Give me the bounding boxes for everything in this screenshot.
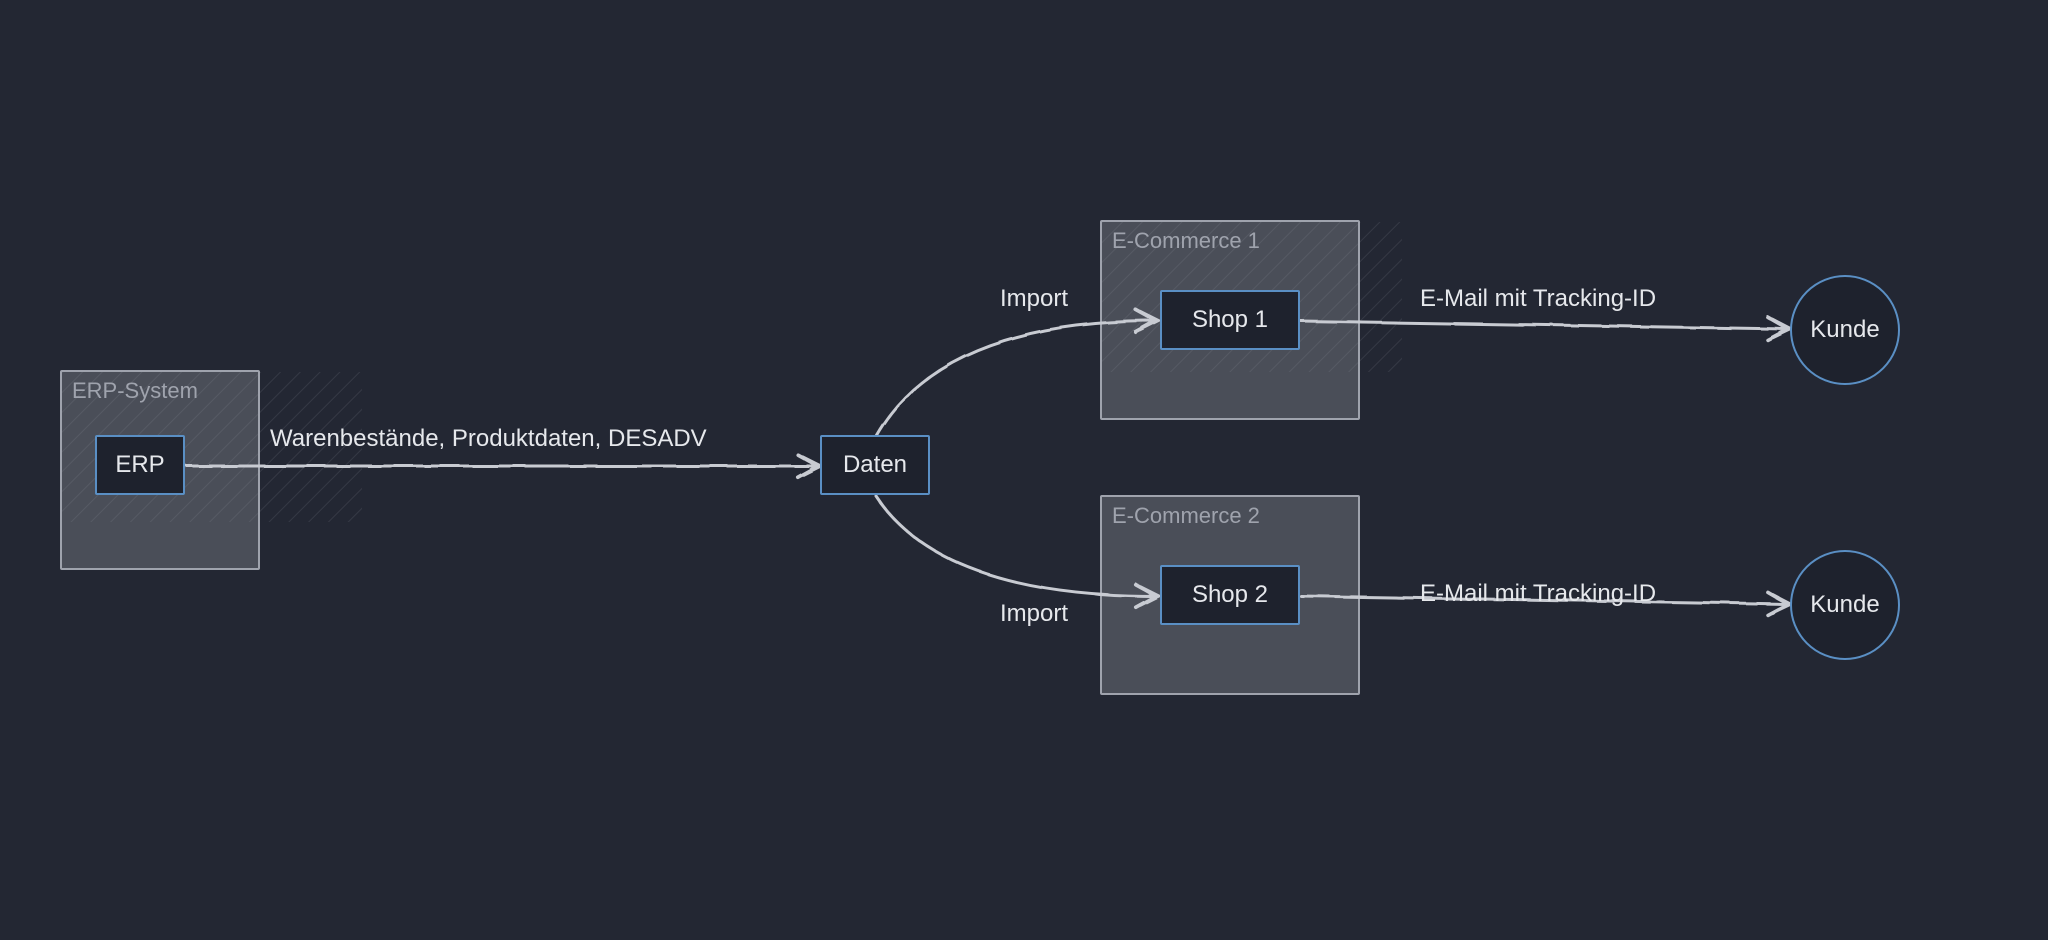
node-shop1: Shop 1 (1160, 290, 1300, 350)
node-kunde2: Kunde (1790, 550, 1900, 660)
edge-label-erp-daten: Warenbestände, Produktdaten, DESADV (270, 425, 707, 453)
node-label: Shop 1 (1192, 306, 1268, 334)
node-label: Shop 2 (1192, 581, 1268, 609)
edges-layer (0, 0, 2048, 940)
edge-label-shop2-kunde2: E-Mail mit Tracking-ID (1420, 580, 1656, 608)
edge-daten-shop1 (875, 320, 1155, 435)
node-label: Daten (843, 451, 907, 479)
node-label: ERP (115, 451, 164, 479)
edge-label-daten-shop2: Import (1000, 600, 1068, 628)
node-daten: Daten (820, 435, 930, 495)
edge-label-daten-shop1: Import (1000, 285, 1068, 313)
node-shop2: Shop 2 (1160, 565, 1300, 625)
node-label: Kunde (1810, 591, 1879, 619)
node-kunde1: Kunde (1790, 275, 1900, 385)
edge-daten-shop2 (875, 495, 1155, 595)
node-erp: ERP (95, 435, 185, 495)
edge-shop1-kunde1 (1300, 320, 1787, 328)
edge-label-shop1-kunde1: E-Mail mit Tracking-ID (1420, 285, 1656, 313)
node-label: Kunde (1810, 316, 1879, 344)
